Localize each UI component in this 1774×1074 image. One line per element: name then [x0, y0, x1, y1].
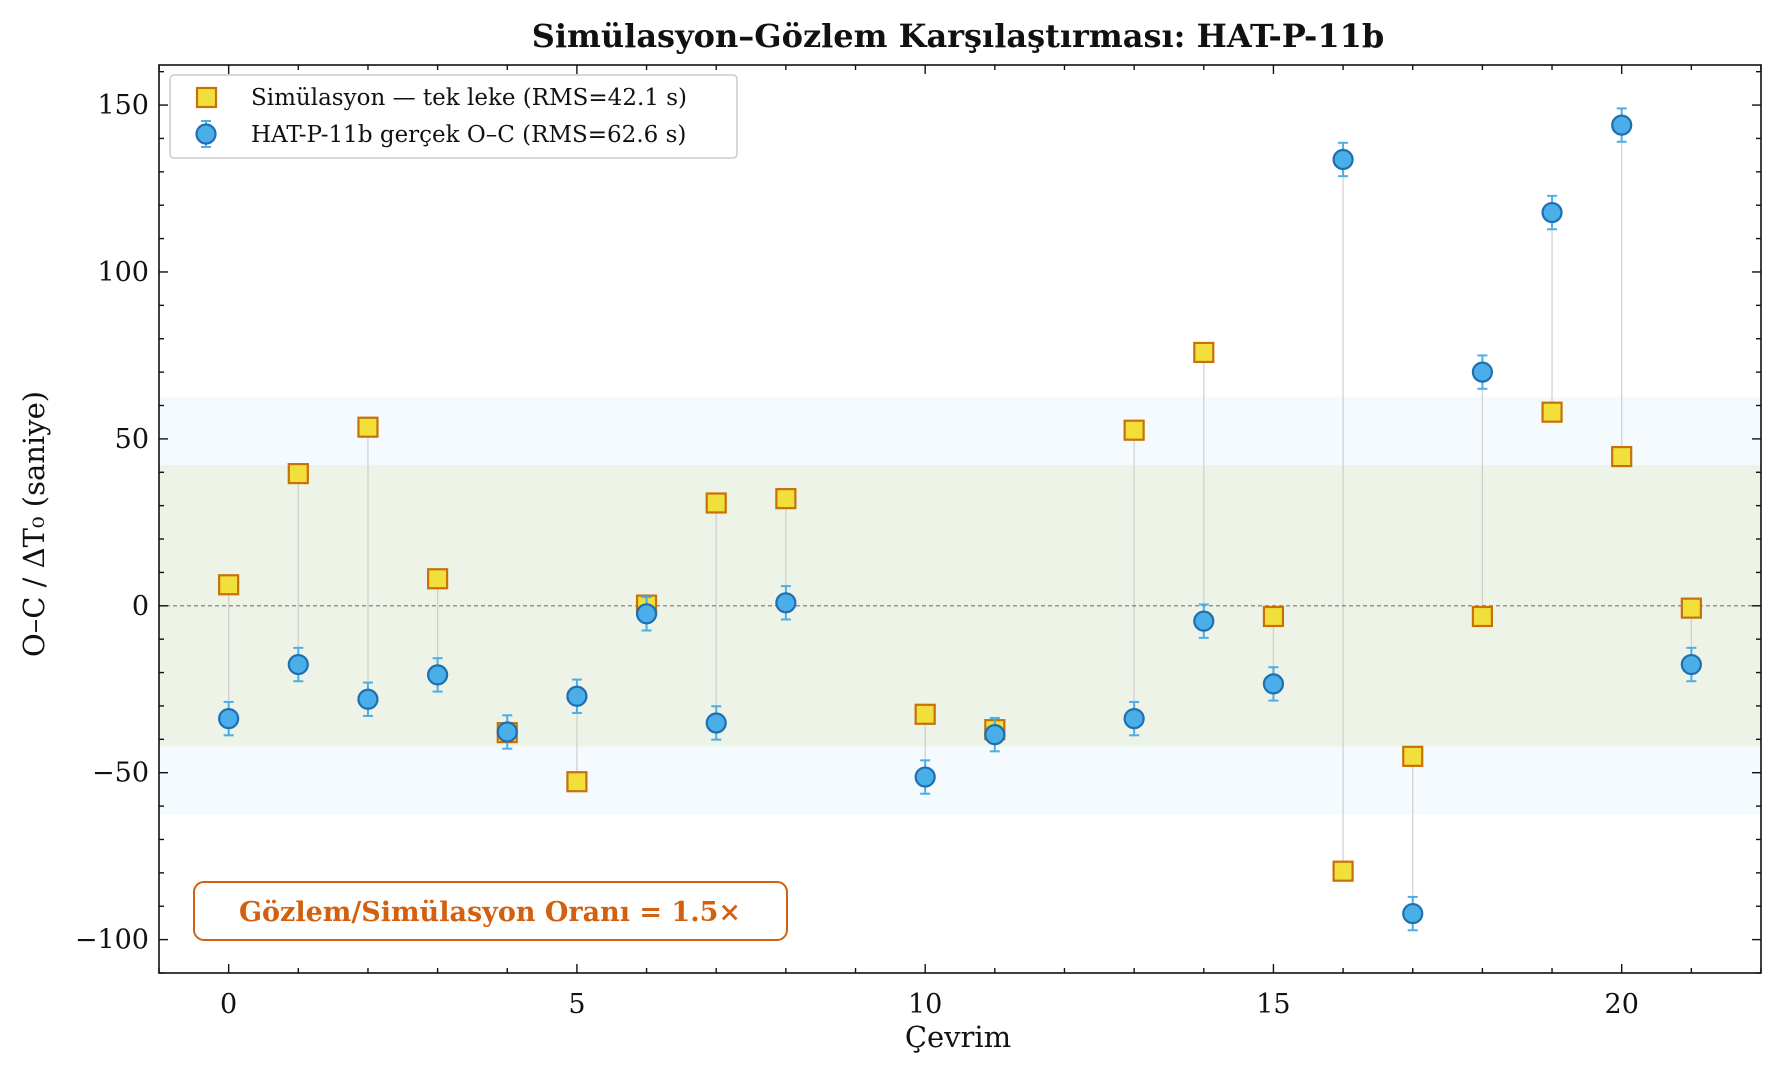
simulation-point: [1402, 745, 1424, 767]
observation-point: [705, 712, 727, 734]
simulation-point: [914, 703, 936, 725]
y-axis-label: O–C / ΔT₀ (saniye): [17, 391, 51, 657]
simulation-point: [218, 574, 240, 596]
simulation-point: [1193, 341, 1215, 364]
y-tick-label: 100: [97, 257, 149, 288]
simulation-point: [357, 416, 379, 438]
observation-point: [218, 708, 240, 730]
legend-box: [169, 74, 738, 159]
y-tick-label: 50: [115, 424, 149, 455]
simulation-point: [1611, 445, 1633, 468]
observation-point: [287, 653, 309, 676]
observation-point: [984, 724, 1006, 746]
simulation-point: [1262, 605, 1285, 628]
simulation-point: [427, 568, 449, 590]
simulation-point: [1332, 860, 1354, 882]
simulation-point: [1541, 401, 1563, 423]
simulation-point: [1123, 419, 1145, 441]
observation-point: [1123, 708, 1145, 730]
y-tick-label: 0: [132, 591, 149, 622]
y-axis-ticks: −100 −50 0 50 100 150: [75, 70, 1761, 974]
annotation-text: Gözlem/Simülasyon Oranı = 1.5×: [239, 897, 741, 928]
legend-observation-label: HAT-P-11b gerçek O–C (RMS=62.6 s): [251, 122, 686, 148]
simulation-point: [775, 488, 797, 510]
x-tick-label: 15: [1256, 989, 1290, 1020]
observation-point: [1402, 902, 1424, 925]
legend: Simülasyon — tek leke (RMS=42.1 s) HAT-P-…: [169, 74, 738, 159]
observation-point: [775, 592, 797, 614]
simulation-point: [566, 771, 588, 793]
x-tick-label: 0: [220, 989, 237, 1020]
observation-point: [635, 603, 658, 625]
data-points: [218, 107, 1702, 932]
observation-point: [357, 688, 379, 710]
annotation-box: [193, 881, 788, 941]
plot-frame: [158, 64, 1762, 974]
simulation-point: [705, 492, 727, 514]
observation-point: [1611, 114, 1633, 136]
x-tick-label: 5: [568, 989, 585, 1020]
observation-point: [427, 664, 449, 686]
observation-point: [496, 721, 518, 743]
simulation-point: [1471, 605, 1493, 628]
observation-point: [914, 766, 936, 788]
legend-simulation-marker: [195, 86, 218, 109]
chart-title: Simülasyon–Gözlem Karşılaştırması: HAT-P…: [532, 17, 1384, 55]
x-tick-label: 10: [908, 989, 942, 1020]
legend-observation-marker: [195, 123, 217, 145]
y-tick-label: −50: [92, 758, 149, 789]
observation-point: [566, 685, 588, 707]
x-axis-label: Çevrim: [905, 1020, 1011, 1054]
simulation-point: [1680, 597, 1702, 619]
simulation-point: [287, 463, 309, 485]
ratio-annotation: Gözlem/Simülasyon Oranı = 1.5×: [193, 881, 788, 941]
observation-point: [1332, 148, 1354, 171]
observation-point: [1471, 361, 1493, 383]
y-tick-label: −100: [75, 925, 149, 956]
y-tick-label: 150: [97, 90, 149, 121]
observation-point: [1680, 653, 1702, 676]
legend-simulation-label: Simülasyon — tek leke (RMS=42.1 s): [251, 85, 687, 111]
x-tick-label: 20: [1605, 989, 1639, 1020]
observation-point: [1262, 673, 1285, 695]
observation-point: [1541, 201, 1563, 224]
observation-point: [1193, 610, 1215, 632]
